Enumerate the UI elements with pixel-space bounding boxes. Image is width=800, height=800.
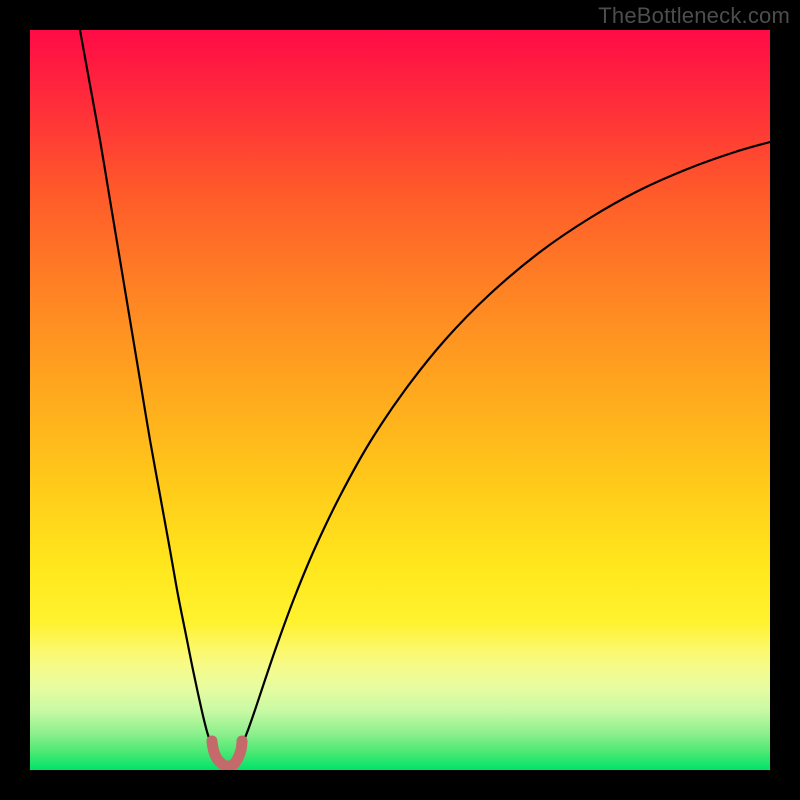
plot-area	[30, 30, 770, 770]
curve-layer	[30, 30, 770, 770]
left-falling-curve	[80, 30, 212, 745]
watermark-text: TheBottleneck.com	[598, 3, 790, 29]
valley-right-dot-icon	[237, 736, 248, 747]
right-rising-curve	[242, 142, 770, 745]
outer-frame: TheBottleneck.com	[0, 0, 800, 800]
valley-left-dot-icon	[207, 736, 218, 747]
valley-u-marker	[212, 742, 242, 766]
